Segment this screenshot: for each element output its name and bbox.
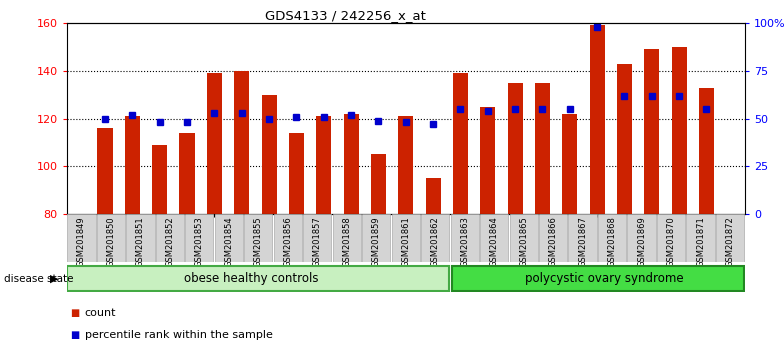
FancyBboxPatch shape <box>126 214 154 262</box>
FancyBboxPatch shape <box>67 266 449 291</box>
Text: obese healthy controls: obese healthy controls <box>183 272 318 285</box>
Text: disease state: disease state <box>4 274 74 284</box>
Bar <box>289 133 304 214</box>
Bar <box>426 178 441 214</box>
FancyBboxPatch shape <box>510 214 538 262</box>
Text: GSM201871: GSM201871 <box>696 217 705 267</box>
Text: ■: ■ <box>71 330 80 339</box>
FancyBboxPatch shape <box>568 214 597 262</box>
Text: GSM201870: GSM201870 <box>666 217 676 267</box>
Bar <box>262 95 277 214</box>
FancyBboxPatch shape <box>156 214 184 262</box>
Bar <box>453 73 468 214</box>
Text: count: count <box>85 308 116 318</box>
Text: GSM201858: GSM201858 <box>343 217 351 267</box>
Bar <box>207 73 222 214</box>
Bar <box>398 116 413 214</box>
FancyBboxPatch shape <box>244 214 273 262</box>
FancyBboxPatch shape <box>598 214 626 262</box>
FancyBboxPatch shape <box>627 214 655 262</box>
Text: GSM201851: GSM201851 <box>136 217 145 267</box>
Bar <box>371 154 386 214</box>
FancyBboxPatch shape <box>716 214 744 262</box>
Text: GSM201868: GSM201868 <box>608 217 617 267</box>
Text: GSM201859: GSM201859 <box>372 217 381 267</box>
Text: GSM201857: GSM201857 <box>313 217 321 267</box>
Text: polycystic ovary syndrome: polycystic ovary syndrome <box>525 272 684 285</box>
FancyBboxPatch shape <box>480 214 508 262</box>
FancyBboxPatch shape <box>451 214 479 262</box>
FancyBboxPatch shape <box>274 214 302 262</box>
Bar <box>562 114 577 214</box>
FancyBboxPatch shape <box>215 214 243 262</box>
FancyBboxPatch shape <box>539 214 568 262</box>
FancyBboxPatch shape <box>96 214 125 262</box>
Bar <box>535 83 550 214</box>
Bar <box>125 116 140 214</box>
FancyBboxPatch shape <box>687 214 715 262</box>
FancyBboxPatch shape <box>421 214 449 262</box>
Bar <box>644 49 659 214</box>
Bar <box>672 47 687 214</box>
Text: GSM201850: GSM201850 <box>107 217 115 267</box>
Bar <box>590 25 604 214</box>
Text: GSM201863: GSM201863 <box>460 217 469 267</box>
Text: GSM201854: GSM201854 <box>224 217 234 267</box>
FancyBboxPatch shape <box>391 214 420 262</box>
FancyBboxPatch shape <box>185 214 213 262</box>
Bar <box>481 107 495 214</box>
Text: GSM201865: GSM201865 <box>519 217 528 267</box>
Text: GSM201864: GSM201864 <box>490 217 499 267</box>
FancyBboxPatch shape <box>67 214 96 262</box>
Bar <box>234 71 249 214</box>
Text: ▶: ▶ <box>50 274 59 284</box>
Text: GSM201852: GSM201852 <box>165 217 174 267</box>
Bar <box>152 145 167 214</box>
Bar <box>97 128 112 214</box>
Bar <box>316 116 331 214</box>
FancyBboxPatch shape <box>303 214 332 262</box>
Bar <box>699 87 714 214</box>
Text: GSM201855: GSM201855 <box>254 217 263 267</box>
Text: GSM201869: GSM201869 <box>637 217 646 267</box>
Text: percentile rank within the sample: percentile rank within the sample <box>85 330 273 339</box>
Text: GSM201867: GSM201867 <box>578 217 587 267</box>
FancyBboxPatch shape <box>657 214 685 262</box>
Bar <box>343 114 358 214</box>
FancyBboxPatch shape <box>452 266 744 291</box>
FancyBboxPatch shape <box>362 214 390 262</box>
Text: GSM201856: GSM201856 <box>283 217 292 267</box>
Text: GSM201862: GSM201862 <box>430 217 440 267</box>
Text: GSM201872: GSM201872 <box>725 217 735 267</box>
Text: GDS4133 / 242256_x_at: GDS4133 / 242256_x_at <box>264 9 426 22</box>
Bar <box>180 133 194 214</box>
FancyBboxPatch shape <box>332 214 361 262</box>
Text: GSM201866: GSM201866 <box>549 217 557 267</box>
Bar <box>617 64 632 214</box>
Text: ■: ■ <box>71 308 80 318</box>
Text: GSM201853: GSM201853 <box>194 217 204 267</box>
Text: GSM201849: GSM201849 <box>77 217 86 267</box>
Bar <box>507 83 523 214</box>
Text: GSM201861: GSM201861 <box>401 217 410 267</box>
